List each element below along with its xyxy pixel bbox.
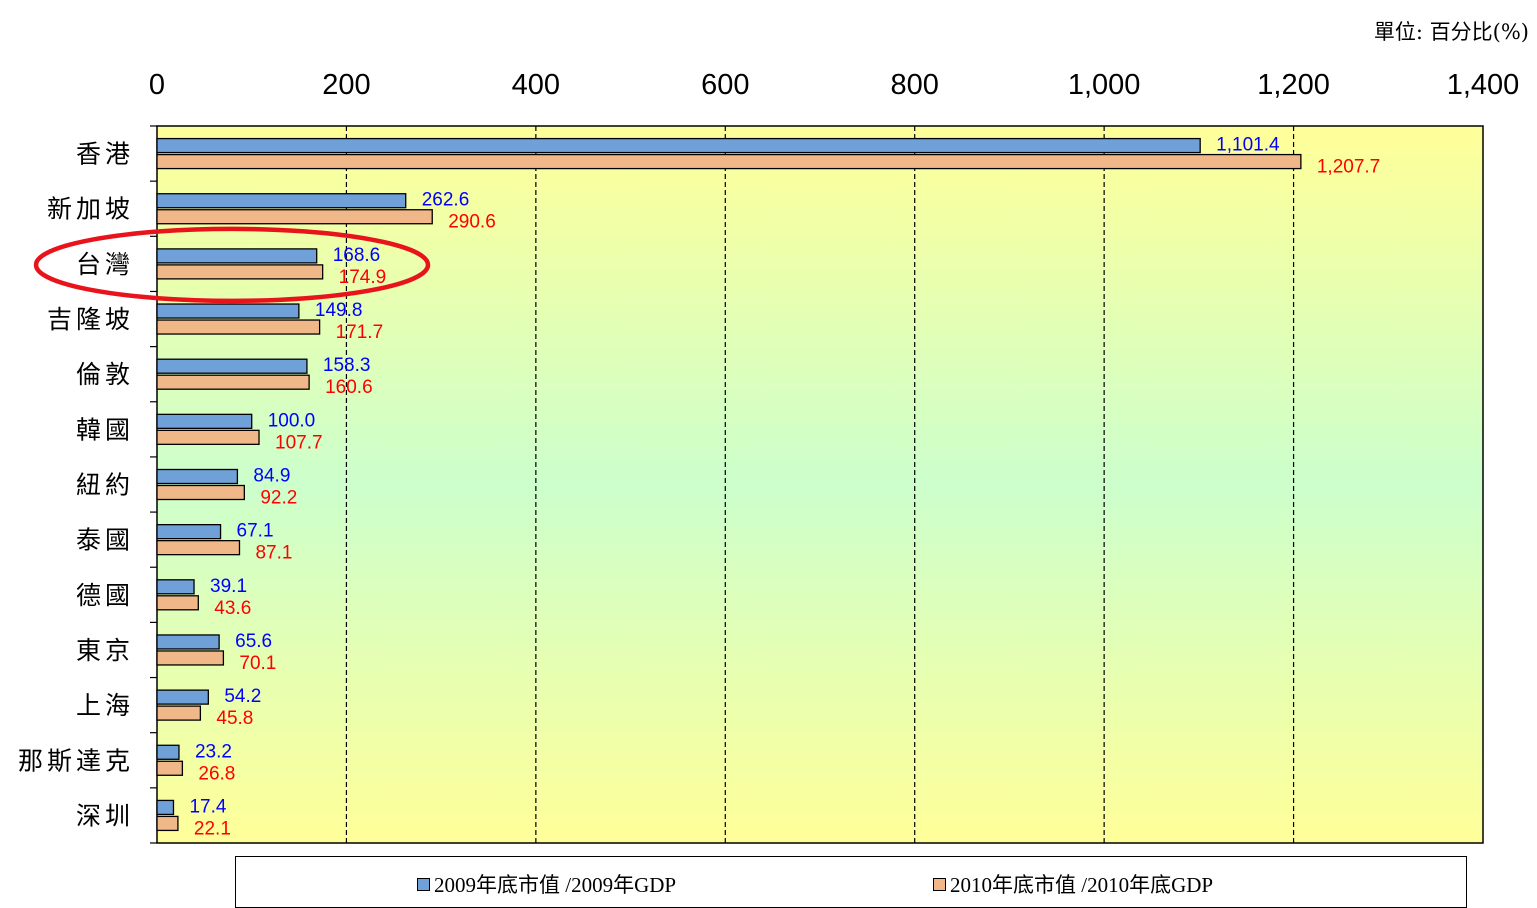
x-tick-label: 1,000	[1068, 69, 1141, 101]
legend-label-2009: 2009年底市值 /2009年GDP	[434, 873, 677, 897]
bar-2009	[156, 303, 300, 319]
data-label-2010: 70.1	[239, 653, 276, 674]
bars	[156, 137, 1302, 832]
bar-2009	[156, 689, 209, 705]
data-label-2009: 1,101.4	[1216, 135, 1280, 156]
bar-2010	[156, 319, 321, 335]
category-label: 紐約	[76, 471, 134, 500]
data-label-2009: 17.4	[189, 796, 226, 817]
x-tick-label: 600	[701, 69, 749, 101]
legend-label-2010: 2010年底市值 /2010年底GDP	[950, 873, 1214, 897]
bar-2009	[156, 634, 220, 650]
data-label-2010: 1,207.7	[1317, 157, 1380, 178]
x-tick-label: 1,200	[1257, 69, 1330, 101]
data-label-2009: 262.6	[422, 190, 470, 211]
data-label-2009: 168.6	[333, 245, 381, 266]
bar-2010	[156, 153, 1302, 170]
data-label-2009: 39.1	[210, 576, 247, 597]
bar-2009	[156, 193, 407, 209]
data-label-2010: 160.6	[325, 377, 373, 398]
bar-2010	[156, 540, 241, 556]
bar-2009	[156, 248, 318, 264]
legend-swatch-2009	[417, 877, 430, 891]
x-tick-label: 800	[891, 69, 939, 101]
unit-label: 單位: 百分比(%)	[1373, 20, 1529, 44]
data-label-2010: 171.7	[336, 322, 384, 343]
category-label: 韓國	[76, 415, 134, 444]
legend-item-2009: 2009年底市值 /2009年GDP	[417, 869, 676, 899]
highlight-ellipse	[33, 226, 431, 304]
data-label-2009: 84.9	[253, 466, 290, 487]
data-label-2009: 67.1	[237, 521, 274, 542]
data-label-2009: 65.6	[235, 631, 272, 652]
bar-2010	[156, 760, 184, 776]
legend: 2009年底市值 /2009年GDP 2010年底市值 /2010年底GDP	[235, 856, 1467, 908]
category-label: 新加坡	[47, 195, 134, 224]
bar-2009	[156, 413, 253, 429]
data-label-2010: 22.1	[194, 818, 231, 839]
bar-2010	[156, 484, 245, 501]
category-label: 倫敦	[76, 360, 134, 389]
data-label-2010: 107.7	[275, 432, 323, 453]
bar-2009	[156, 579, 195, 595]
data-labels: 1,101.41,207.7262.6290.6168.6174.9149.81…	[189, 135, 1380, 840]
category-label: 香港	[76, 140, 134, 169]
bar-2009	[156, 358, 308, 374]
x-tick-label: 200	[322, 69, 370, 101]
category-label: 上海	[76, 691, 134, 720]
bar-2010	[156, 595, 199, 611]
bar-2009	[156, 468, 239, 485]
x-tick-label: 0	[149, 69, 165, 101]
bar-2009	[156, 744, 180, 760]
data-label-2009: 23.2	[195, 741, 232, 762]
data-label-2010: 45.8	[216, 708, 253, 729]
bar-2010	[156, 374, 310, 390]
bar-2010	[156, 264, 324, 280]
x-axis-ticks: 0 200 400 600 800 1,000 1,200 1,400	[149, 69, 1519, 101]
category-label: 泰國	[76, 526, 134, 555]
category-label: 深圳	[76, 801, 134, 830]
data-label-2009: 158.3	[323, 355, 371, 376]
data-label-2010: 87.1	[255, 543, 292, 564]
category-label: 東京	[76, 636, 134, 665]
bar-2010	[156, 705, 202, 721]
data-label-2009: 149.8	[315, 300, 363, 321]
data-label-2009: 54.2	[224, 686, 261, 707]
bar-2010	[156, 429, 260, 445]
x-tick-label: 400	[512, 69, 560, 101]
legend-item-2010: 2010年底市值 /2010年底GDP	[933, 869, 1213, 899]
bar-2009	[156, 137, 1201, 154]
legend-swatch-2010	[933, 877, 946, 891]
category-label: 台灣	[76, 250, 134, 279]
bar-2010	[156, 650, 225, 666]
data-label-2010: 92.2	[260, 488, 297, 509]
data-label-2010: 26.8	[198, 763, 235, 784]
bar-2010	[156, 815, 179, 832]
data-label-2009: 100.0	[268, 410, 316, 431]
x-tick-label: 1,400	[1447, 69, 1520, 101]
category-label: 德國	[76, 581, 134, 610]
plot-area	[156, 125, 1484, 844]
data-label-2010: 43.6	[214, 598, 251, 619]
category-label: 吉隆坡	[47, 305, 134, 334]
bar-2009	[156, 524, 222, 540]
data-label-2010: 290.6	[448, 212, 496, 233]
bar-2010	[156, 209, 433, 225]
data-label-2010: 174.9	[339, 267, 387, 288]
category-label: 那斯達克	[18, 746, 134, 775]
bar-2009	[156, 799, 175, 816]
